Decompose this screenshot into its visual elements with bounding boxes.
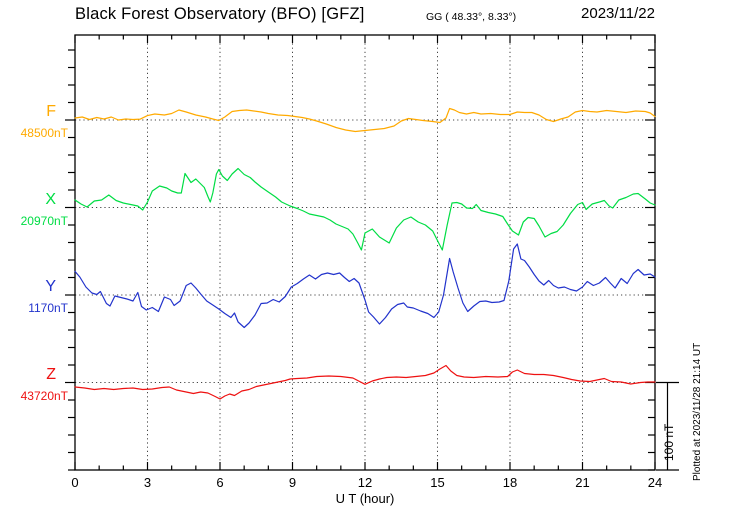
plot-frame bbox=[74, 34, 656, 471]
channel-baseline-value-z: 43720nT bbox=[20, 389, 68, 403]
trace-Y bbox=[74, 243, 656, 329]
trace-F bbox=[74, 107, 656, 133]
scale-bar-label: 100 nT bbox=[662, 423, 676, 461]
channel-baseline-value-y: 1170nT bbox=[28, 301, 68, 315]
trace-X bbox=[74, 167, 656, 251]
x-tick-label: 12 bbox=[357, 475, 373, 490]
x-tick-label: 15 bbox=[430, 475, 445, 490]
x-axis-label: U T (hour) bbox=[335, 491, 395, 506]
trace-Z bbox=[74, 364, 656, 400]
x-tick-label: 3 bbox=[143, 475, 152, 490]
observatory-coordinates: GG ( 48.33°, 8.33°) bbox=[426, 11, 517, 23]
x-tick-label: 24 bbox=[647, 475, 663, 490]
page-title: Black Forest Observatory (BFO) [GFZ] bbox=[75, 5, 365, 23]
x-tick-label: 6 bbox=[216, 475, 224, 490]
channel-baseline-value-x: 20970nT bbox=[20, 214, 68, 228]
channel-letter-f: F bbox=[46, 103, 56, 120]
x-tick-label: 9 bbox=[288, 475, 297, 490]
plot-date: 2023/11/22 bbox=[581, 5, 655, 22]
channel-letter-x: X bbox=[45, 191, 56, 208]
x-tick-label: 18 bbox=[502, 475, 518, 490]
plot-timestamp: Plotted at 2023/11/28 21:14 UT bbox=[692, 342, 703, 481]
x-tick-label: 0 bbox=[71, 475, 79, 490]
channel-letter-z: Z bbox=[46, 366, 56, 383]
channel-letter-y: Y bbox=[45, 278, 56, 295]
x-tick-label: 21 bbox=[575, 475, 590, 490]
channel-baseline-value-f: 48500nT bbox=[20, 126, 68, 140]
